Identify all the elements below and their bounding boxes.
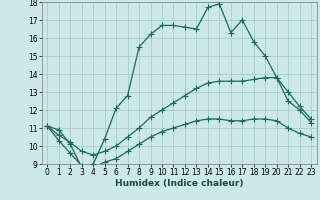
X-axis label: Humidex (Indice chaleur): Humidex (Indice chaleur) <box>115 179 244 188</box>
